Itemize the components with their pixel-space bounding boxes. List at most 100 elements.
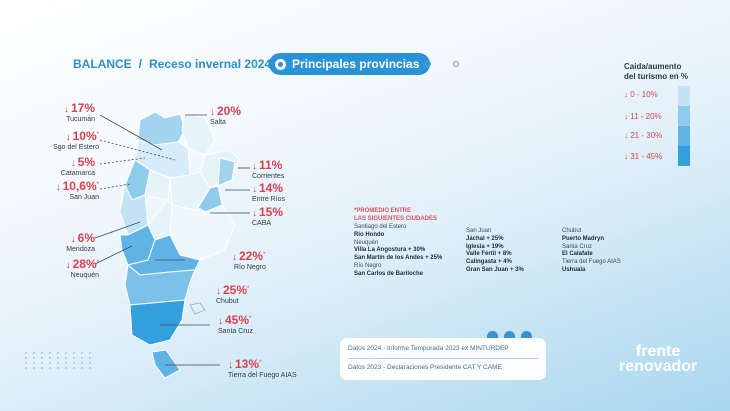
notes-heading-line1: *PROMEDIO ENTRE [354,208,412,214]
tab-label: Principales provincias [292,57,420,71]
breadcrumb-section: BALANCE [73,57,132,71]
sources-divider [348,358,538,359]
province-value: 25% [223,283,248,297]
source-line-2023: Datos 2023 - Declaraciones Presidente CA… [348,364,502,371]
province-name: Chubut [216,298,239,305]
note-province: Chubut [562,228,582,234]
breadcrumb: BALANCE / Receso invernal 2024 [73,57,271,71]
down-arrow-icon: ↓ [228,360,233,371]
tab-principales-provincias[interactable]: Principales provincias [269,53,431,75]
map-tierra-del-fuego [151,349,181,379]
province-value: 20% [217,104,242,118]
down-arrow-icon: ↓ [252,184,257,195]
province-label-salta: ↓ 20% Salta [210,105,241,127]
legend-title-line2: del turismo en % [624,72,689,81]
province-name: San Juan [69,194,99,201]
legend-title: Caida/aumento del turismo en % [624,62,688,82]
legend-item-11-20: ↓ 11 - 20% [624,112,662,121]
note-city: San Martín de los Andes + 25% [354,255,443,262]
tab-dot-2[interactable] [425,61,431,67]
down-arrow-icon: ↓ [252,208,257,219]
note-city: Gran San Juan + 3% [466,266,524,273]
province-name: Neuquén [70,272,99,279]
notes-column-2: San Juan Jáchal + 25% Iglesia + 19% Vall… [466,228,524,275]
asterisk: * [96,182,99,188]
province-name: Catamarca [60,170,95,177]
province-name: Sgo del Estero [53,144,99,151]
legend-swatch-21-30 [678,126,690,146]
note-city: Valle Fértil + 8% [466,251,512,258]
source-line-2024: Datos 2024 - Informe Temporada 2023 ex M… [348,345,509,352]
sources-box: Datos 2024 - Informe Temporada 2023 ex M… [340,338,546,380]
down-arrow-icon: ↓ [218,316,223,327]
tab-dot-3[interactable] [453,61,459,67]
down-arrow-icon: ↓ [216,286,221,297]
province-value: 22% [239,249,264,263]
note-city: Jáchal + 25% [466,235,504,242]
down-arrow-icon: ↓ [232,252,237,263]
province-name: Corrientes [252,173,285,180]
legend-swatch-31-45 [678,146,690,166]
logo-line2: renovador [619,358,698,375]
province-label-corrientes: ↓ 11% Corrientes [252,159,284,181]
province-label-neuquen: ↓ 28%* Neuquén [66,258,99,280]
down-arrow-icon: ↓ [70,158,76,169]
note-city: El Calafate [562,251,593,258]
province-label-catamarca: ↓ 5% Catamarca [61,156,95,178]
note-city: Villa La Angostura + 30% [354,247,426,254]
note-city: San Carlos de Bariloche [354,270,424,277]
province-name: Río Negro [234,264,266,271]
province-value: 10% [72,129,97,143]
down-arrow-icon: ↓ [70,234,76,245]
legend-title-line1: Caida/aumento [624,62,682,71]
map-malvinas [189,302,206,315]
legend-swatch-11-20 [678,106,690,126]
notes-heading-line2: LAS SIGUIENTES CIUDADES [354,216,438,222]
note-province: Río Negro [354,262,382,269]
notes-column-3: Chubut Puerto Madryn Santa Cruz El Calaf… [562,228,621,275]
province-value: 45% [225,313,250,327]
active-radio-icon [275,58,286,70]
province-name: Tierra del Fuego AIAS [228,372,297,379]
notes-heading: *PROMEDIO ENTRE LAS SIGUIENTES CIUDADES [354,207,437,223]
province-label-san-juan: ↓ 10,6%* San Juan [56,180,99,202]
down-arrow-icon: ↓ [55,182,61,193]
asterisk: * [96,260,99,266]
note-province: Neuquén [354,239,379,246]
notes-column-1: Santiago del Estero Rio Hondo Neuquén Vi… [354,224,442,279]
note-city: Puerto Madryn [562,235,605,242]
province-label-sgo-del-estero: ↓ 10%* Sgo del Estero [53,130,99,152]
province-label-rio-negro: ↓ 22%* Río Negro [232,250,266,272]
province-value: 17% [70,101,95,115]
map-corrientes [217,157,236,187]
province-value: 10,6% [62,179,97,193]
province-label-tierra-del-fuego: ↓ 13%* Tierra del Fuego AIAS [228,358,297,380]
province-value: 11% [259,158,283,172]
asterisk: * [247,286,250,292]
province-name: Tucumán [66,116,95,123]
province-value: 14% [259,181,284,195]
argentina-map [119,111,241,379]
down-arrow-icon: ↓ [65,132,71,143]
map-chubut [124,264,196,306]
logo-line1: frente [635,343,681,360]
province-name: Mendoza [66,246,95,253]
legend-swatch-0-10 [678,86,690,106]
frente-renovador-logo: frente renovador [619,343,698,375]
asterisk: * [263,252,266,258]
province-name: CABA [252,220,272,227]
down-arrow-icon: ↓ [210,107,215,118]
asterisk: * [96,132,99,138]
legend-item-31-45: ↓ 31 - 45% [624,152,663,161]
province-name: Entre Ríos [252,196,286,203]
note-province: Santa Cruz [562,243,593,250]
note-city: Ushuaia [562,266,586,273]
note-province: San Juan [466,228,492,234]
province-value: 6% [77,231,95,245]
province-label-mendoza: ↓ 6% Mendoza [66,232,95,254]
breadcrumb-subtitle: Receso invernal 2024 [149,57,272,71]
province-value: 5% [77,155,95,169]
province-label-entre-rios: ↓ 14% Entre Ríos [252,182,285,204]
map-santa-cruz [129,299,186,346]
